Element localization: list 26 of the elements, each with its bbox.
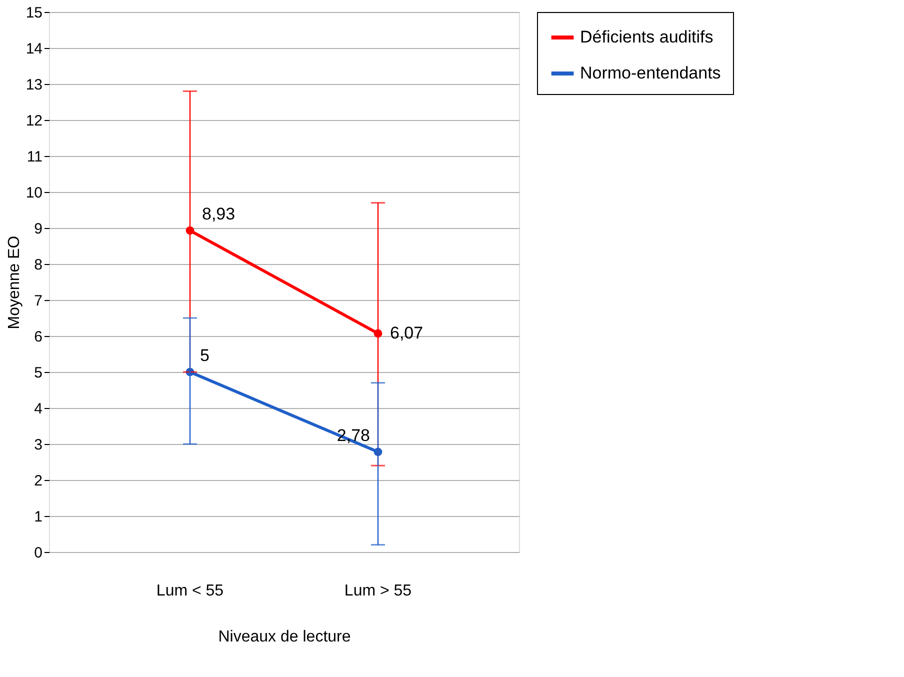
y-tick-label: 4 bbox=[34, 400, 42, 418]
legend-label: Normo-entendants bbox=[580, 64, 721, 82]
y-tick-label: 2 bbox=[34, 472, 42, 490]
y-tick-label: 15 bbox=[26, 4, 42, 22]
y-tick-label: 7 bbox=[34, 292, 42, 310]
y-tick-label: 0 bbox=[34, 544, 42, 562]
data-label: 2,78 bbox=[336, 426, 370, 445]
y-tick-label: 10 bbox=[26, 184, 42, 202]
y-tick-label: 13 bbox=[26, 76, 42, 94]
x-tick-label: Lum < 55 bbox=[156, 582, 224, 600]
x-axis-title: Niveaux de lecture bbox=[218, 628, 351, 646]
data-label: 6,07 bbox=[390, 323, 424, 342]
y-tick-label: 11 bbox=[26, 148, 42, 166]
y-tick-label: 1 bbox=[34, 508, 42, 526]
y-tick-label: 3 bbox=[34, 436, 42, 454]
data-label: 5 bbox=[200, 346, 210, 365]
data-label: 8,93 bbox=[202, 204, 236, 224]
y-tick-label: 12 bbox=[26, 112, 42, 130]
y-axis-title: Moyenne EO bbox=[6, 236, 23, 330]
y-tick-label: 9 bbox=[34, 220, 42, 238]
y-tick-label: 5 bbox=[34, 364, 42, 382]
y-tick-label: 6 bbox=[34, 328, 42, 346]
x-tick-label: Lum > 55 bbox=[344, 582, 412, 600]
y-tick-label: 8 bbox=[34, 256, 42, 274]
y-tick-label: 14 bbox=[26, 40, 42, 58]
legend-label: Déficients auditifs bbox=[580, 28, 714, 46]
